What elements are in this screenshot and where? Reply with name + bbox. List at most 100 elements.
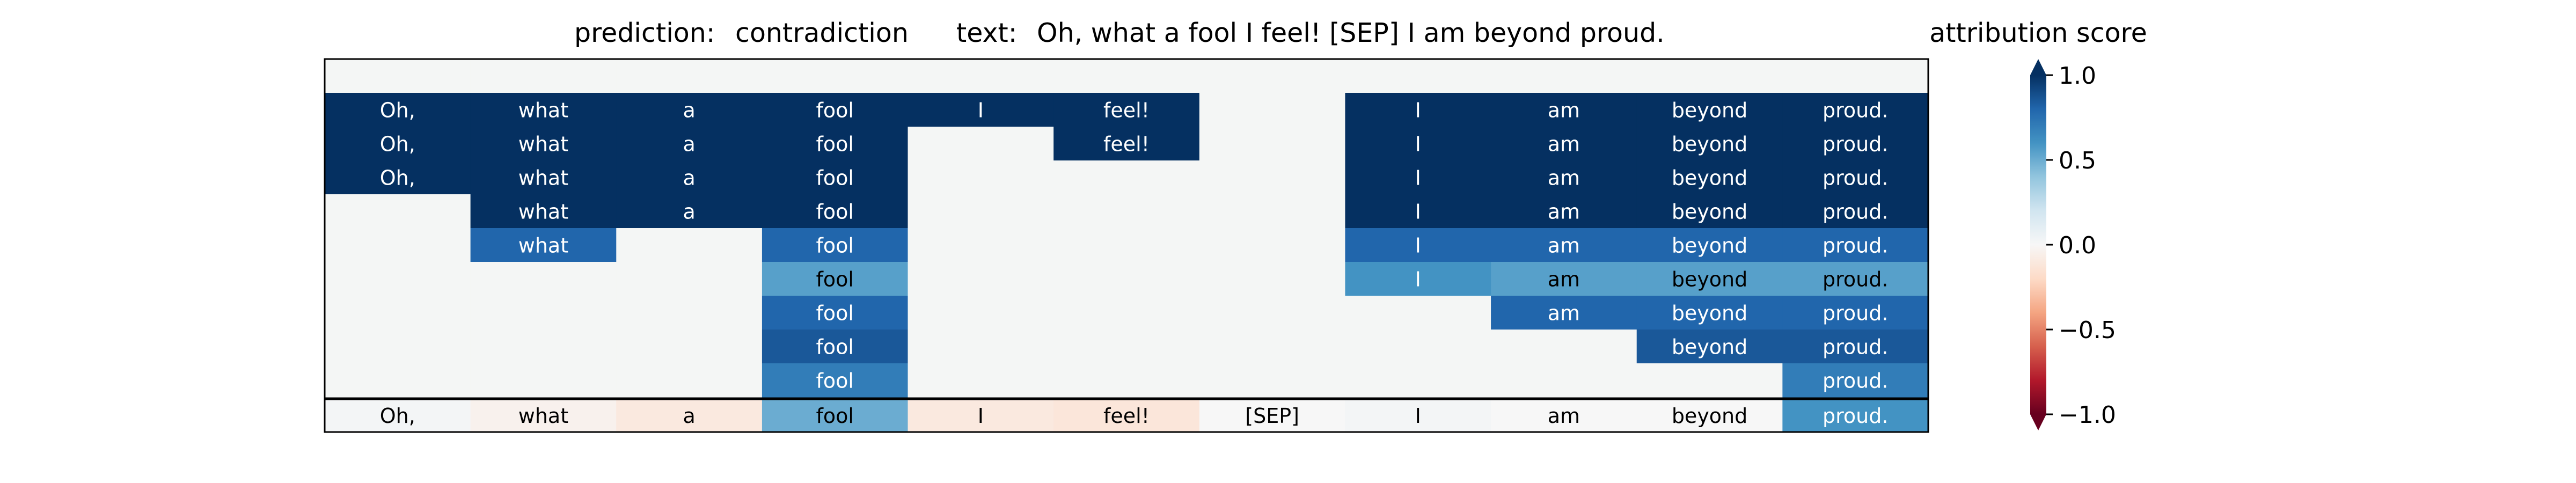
attribution-cell [1636, 399, 1783, 432]
token-label: fool [816, 335, 854, 359]
heatmap-cell [762, 93, 909, 127]
heatmap-cell [908, 262, 1054, 296]
token-label: what [518, 234, 568, 258]
token-label: a [683, 99, 695, 122]
attribution-cell [1491, 399, 1637, 432]
heatmap-cell [908, 93, 1054, 127]
token-label: fool [816, 234, 854, 258]
heatmap-cell [616, 127, 763, 161]
token-label: I [1415, 234, 1421, 258]
heatmap-cell [762, 330, 909, 364]
heatmap-cell [1636, 228, 1783, 262]
heatmap-cell [1053, 194, 1200, 229]
heatmap-cell [1782, 93, 1929, 127]
attribution-cell [1782, 399, 1929, 432]
colorbar-tick-label: 0.0 [2059, 232, 2096, 259]
heatmap-cell [325, 59, 471, 93]
token-label: fool [816, 99, 854, 122]
attribution-cell [908, 399, 1054, 432]
heatmap-cell [1782, 363, 1929, 398]
colorbar-label: attribution score [1929, 18, 2147, 48]
heatmap-cell [325, 93, 471, 127]
heatmap-cell [1345, 59, 1491, 93]
token-label: proud. [1823, 234, 1888, 258]
heatmap-cell [470, 363, 617, 398]
attribution-cell [762, 399, 909, 432]
heatmap-cell [1345, 228, 1491, 262]
attribution-token-label: proud. [1823, 404, 1888, 428]
heatmap-cell [325, 194, 471, 229]
token-label: proud. [1823, 335, 1888, 359]
heatmap-cell [1491, 127, 1637, 161]
heatmap-cell [1345, 160, 1491, 195]
heatmap-cell [1053, 363, 1200, 398]
heatmap-cell [1345, 296, 1491, 330]
heatmap-cell [908, 194, 1054, 229]
attribution-token-label: beyond [1672, 404, 1747, 428]
colorbar-tick-label: 1.0 [2059, 62, 2096, 90]
heatmap-cell [1199, 228, 1346, 262]
title-text-value: Oh, what a fool I feel! [SEP] I am beyon… [1037, 18, 1665, 48]
token-label: am [1548, 200, 1580, 224]
token-label: fool [816, 369, 854, 393]
heatmap-cell [1782, 330, 1929, 364]
token-label: I [1415, 166, 1421, 190]
token-label: proud. [1823, 268, 1888, 291]
heatmap-cell [470, 330, 617, 364]
heatmap-cell [1199, 160, 1346, 195]
heatmap-cell [1491, 228, 1637, 262]
heatmap-cell [1491, 262, 1637, 296]
attribution-cell [325, 399, 471, 432]
token-label: am [1548, 234, 1580, 258]
heatmap-cell [762, 228, 909, 262]
token-label: Oh, [380, 133, 415, 156]
heatmap-cell [1199, 127, 1346, 161]
token-label: a [683, 133, 695, 156]
token-label: what [518, 200, 568, 224]
token-label: I [978, 99, 984, 122]
title-prediction-value: contradiction [735, 18, 909, 48]
attribution-cell [470, 399, 617, 432]
colorbar: attribution score 1.0 0.5 0.0 −0.5 −1.0 [1929, 18, 2147, 430]
heatmap-cell [1636, 194, 1783, 229]
heatmap-cell [908, 228, 1054, 262]
heatmap-cell [1053, 160, 1200, 195]
heatmap-cell [1782, 127, 1929, 161]
colorbar-gradient [2030, 75, 2046, 414]
heatmap-cell [1053, 262, 1200, 296]
token-label: I [1415, 99, 1421, 122]
heatmap-cell [762, 194, 909, 229]
attribution-token-label: I [1415, 404, 1421, 428]
heatmap-cell [470, 160, 617, 195]
token-label: proud. [1823, 200, 1888, 224]
plot-frame [324, 58, 1929, 433]
heatmap-cell [616, 296, 763, 330]
token-label: beyond [1672, 234, 1747, 258]
heatmap-cell [325, 330, 471, 364]
token-label: fool [816, 302, 854, 325]
heatmap-cell [1491, 160, 1637, 195]
heatmap-cell [762, 127, 909, 161]
heatmap-cell [1491, 59, 1637, 93]
token-label: proud. [1823, 99, 1888, 122]
heatmap-cell [1491, 93, 1637, 127]
heatmap-cell [325, 363, 471, 398]
heatmap-cell [1345, 93, 1491, 127]
heatmap-cell [1345, 363, 1491, 398]
heatmap-cell [1199, 330, 1346, 364]
heatmap-cell [1636, 330, 1783, 364]
heatmap-cell [1491, 194, 1637, 229]
attribution-token-label: [SEP] [1245, 404, 1299, 428]
heatmap-cell [1636, 262, 1783, 296]
attribution-token-label: fool [816, 404, 854, 428]
token-label: am [1548, 302, 1580, 325]
token-label: beyond [1672, 302, 1747, 325]
heatmap-cell [1199, 296, 1346, 330]
token-label: proud. [1823, 133, 1888, 156]
token-label: beyond [1672, 335, 1747, 359]
heatmap-cell [1782, 59, 1929, 93]
token-label: fool [816, 166, 854, 190]
colorbar-tick-label: −1.0 [2059, 401, 2116, 429]
heatmap-cell [908, 296, 1054, 330]
